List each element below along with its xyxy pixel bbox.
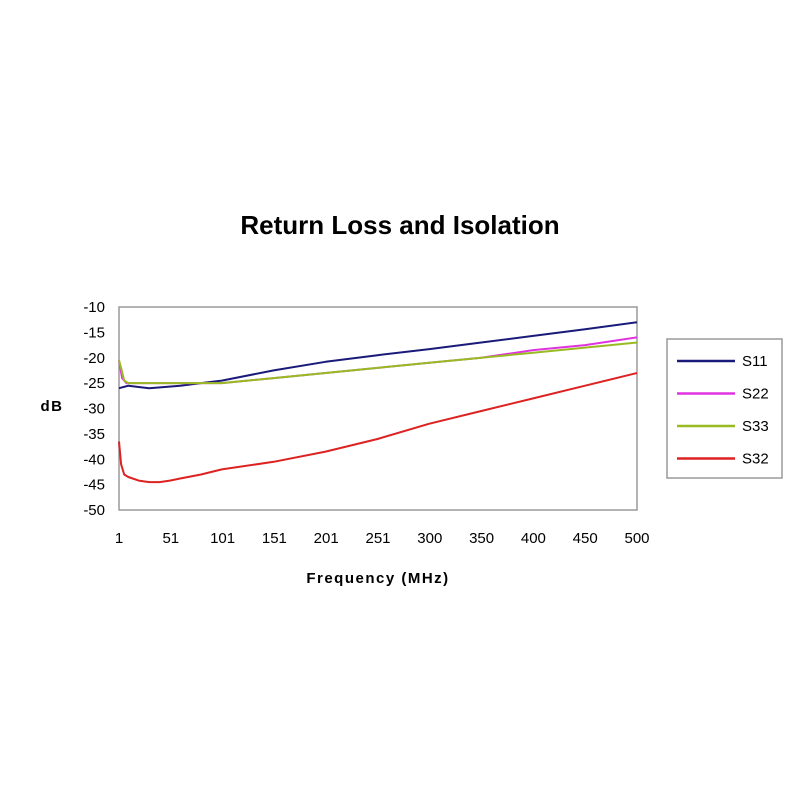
y-tick-label: -45 <box>83 477 105 494</box>
x-tick-label: 151 <box>262 530 287 547</box>
x-tick-label: 350 <box>469 530 494 547</box>
y-axis-title: dB <box>41 398 64 415</box>
legend-label-s33: S33 <box>742 418 769 435</box>
x-tick-label: 1 <box>115 530 123 547</box>
series-lines <box>118 321 638 484</box>
series-line-s33 <box>118 341 638 385</box>
x-tick-label: 300 <box>417 530 442 547</box>
series-line-s32 <box>118 372 638 484</box>
y-tick-label: -35 <box>83 426 105 443</box>
legend-label-s22: S22 <box>742 386 769 403</box>
x-tick-labels: 1 51 101 151 201 251 300 350 400 450 500 <box>115 530 650 547</box>
x-tick-label: 251 <box>365 530 390 547</box>
y-tick-label: -30 <box>83 401 105 418</box>
legend: S11 S22 S33 S32 <box>677 353 769 468</box>
chart-title: Return Loss and Isolation <box>240 210 559 240</box>
x-tick-label: 450 <box>573 530 598 547</box>
y-tick-labels: -10 -15 -20 -25 -30 -35 -40 -45 -50 <box>83 299 105 519</box>
y-tick-label: -15 <box>83 324 105 341</box>
legend-label-s32: S32 <box>742 451 769 468</box>
y-tick-label: -10 <box>83 299 105 316</box>
legend-label-s11: S11 <box>742 353 768 370</box>
x-axis-title: Frequency (MHz) <box>306 570 449 587</box>
y-tick-label: -50 <box>83 502 105 519</box>
series-line-s11 <box>118 321 638 390</box>
x-tick-label: 51 <box>162 530 179 547</box>
x-tick-label: 101 <box>210 530 235 547</box>
x-tick-label: 400 <box>521 530 546 547</box>
x-tick-label: 500 <box>624 530 649 547</box>
y-tick-label: -20 <box>83 350 105 367</box>
y-tick-label: -40 <box>83 451 105 468</box>
y-tick-label: -25 <box>83 375 105 392</box>
x-tick-label: 201 <box>314 530 339 547</box>
plot-area <box>118 306 638 511</box>
